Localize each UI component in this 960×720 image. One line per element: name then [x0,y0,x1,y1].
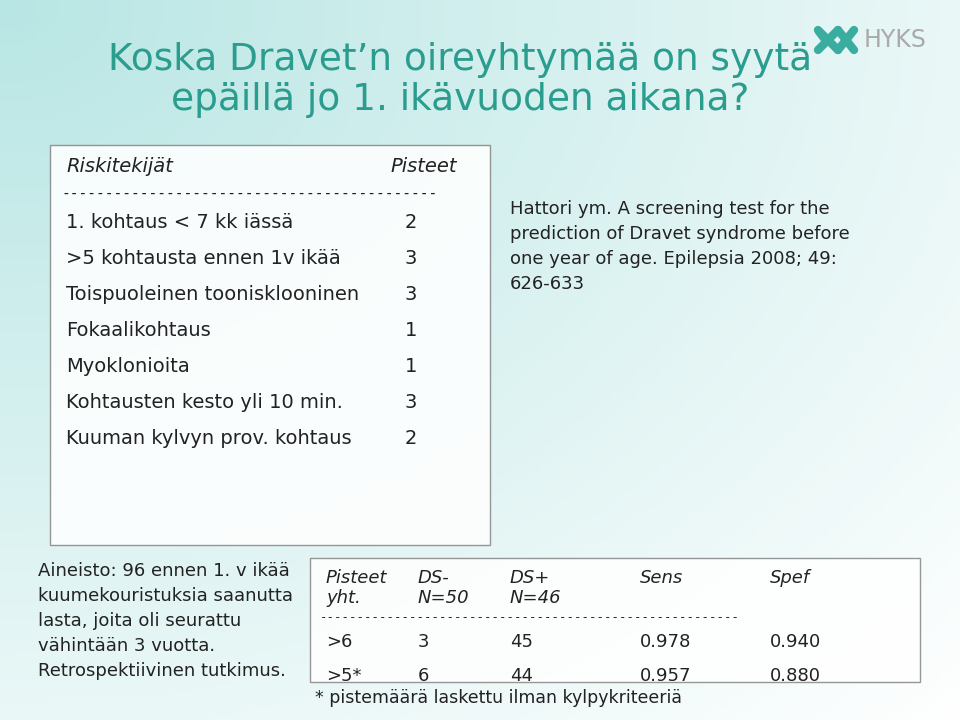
Text: 0.880: 0.880 [770,667,821,685]
Text: 45: 45 [510,633,533,651]
Text: Aineisto: 96 ennen 1. v ikää
kuumekouristuksia saanutta
lasta, joita oli seuratt: Aineisto: 96 ennen 1. v ikää kuumekouris… [38,562,293,680]
Text: 2: 2 [405,430,418,449]
FancyBboxPatch shape [50,145,490,545]
Text: HYKS: HYKS [864,28,926,52]
Text: 1. kohtaus < 7 kk iässä: 1. kohtaus < 7 kk iässä [66,214,293,233]
Text: 0.978: 0.978 [640,633,691,651]
Text: 0.957: 0.957 [640,667,691,685]
Text: epäillä jo 1. ikävuoden aikana?: epäillä jo 1. ikävuoden aikana? [171,82,749,118]
Text: Spef: Spef [770,569,810,587]
Text: DS+: DS+ [510,569,550,587]
Text: --------------------------------------------------------: ----------------------------------------… [320,611,740,624]
Text: Kuuman kylvyn prov. kohtaus: Kuuman kylvyn prov. kohtaus [66,430,351,449]
Text: -------------------------------------------: ----------------------------------------… [62,186,439,200]
Text: >6: >6 [326,633,352,651]
Text: 3: 3 [405,250,418,269]
Text: 3: 3 [418,633,429,651]
Text: Pisteet: Pisteet [326,569,388,587]
Text: >5 kohtausta ennen 1v ikää: >5 kohtausta ennen 1v ikää [66,250,341,269]
Text: Fokaalikohtaus: Fokaalikohtaus [66,322,211,341]
Text: Hattori ym. A screening test for the
prediction of Dravet syndrome before
one ye: Hattori ym. A screening test for the pre… [510,200,850,293]
Text: Koska Dravet’n oireyhtymää on syytä: Koska Dravet’n oireyhtymää on syytä [108,42,812,78]
Text: * pistemäärä laskettu ilman kylpykriteeriä: * pistemäärä laskettu ilman kylpykriteer… [315,689,682,707]
Text: Kohtausten kesto yli 10 min.: Kohtausten kesto yli 10 min. [66,394,343,413]
Text: >5*: >5* [326,667,362,685]
Text: 1: 1 [405,358,418,377]
Text: Sens: Sens [640,569,684,587]
Text: N=46: N=46 [510,589,562,607]
Text: 3: 3 [405,394,418,413]
Text: Riskitekijät: Riskitekijät [66,158,173,176]
Text: Toispuoleinen toonisklooninen: Toispuoleinen toonisklooninen [66,286,359,305]
Text: 2: 2 [405,214,418,233]
Text: 0.940: 0.940 [770,633,821,651]
Text: N=50: N=50 [418,589,469,607]
FancyBboxPatch shape [310,558,920,682]
Text: 6: 6 [418,667,429,685]
Text: DS-: DS- [418,569,449,587]
Text: 3: 3 [405,286,418,305]
Text: Myoklonioita: Myoklonioita [66,358,190,377]
Text: yht.: yht. [326,589,361,607]
Text: 44: 44 [510,667,533,685]
Text: Pisteet: Pisteet [390,158,457,176]
Text: 1: 1 [405,322,418,341]
